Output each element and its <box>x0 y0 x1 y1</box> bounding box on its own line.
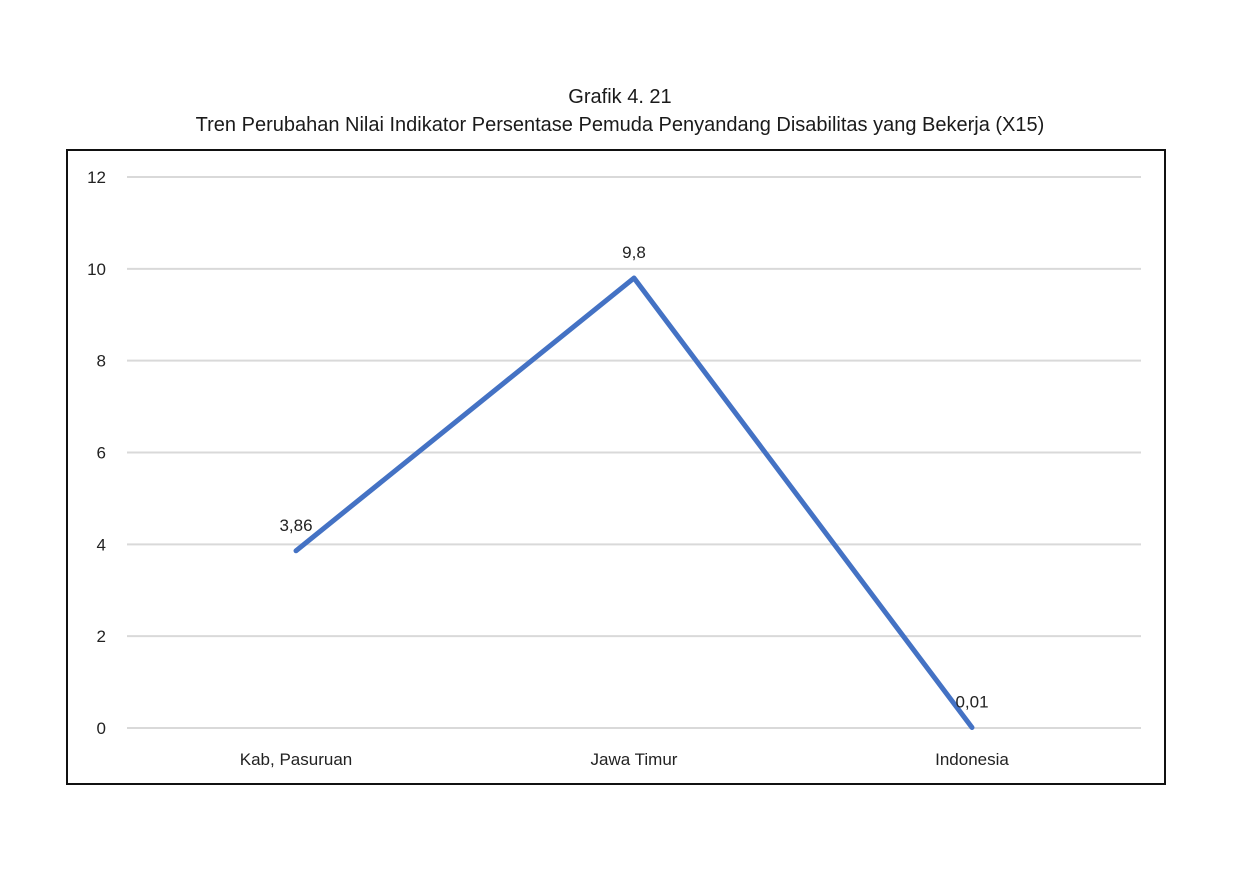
series-line <box>293 275 975 731</box>
x-category-label: Kab, Pasuruan <box>240 750 352 769</box>
chart-title: Grafik 4. 21 Tren Perubahan Nilai Indika… <box>0 84 1240 138</box>
x-category-label: Jawa Timur <box>591 750 678 769</box>
data-label: 9,8 <box>622 243 646 262</box>
chart-title-text: Tren Perubahan Nilai Indikator Persentas… <box>195 114 1045 136</box>
x-category-label: Indonesia <box>935 750 1009 769</box>
chart-frame <box>66 149 1166 785</box>
data-label: 3,86 <box>279 516 312 535</box>
y-tick-label: 4 <box>97 535 106 554</box>
y-tick-label: 6 <box>97 444 106 463</box>
y-tick-label: 8 <box>97 352 106 371</box>
data-label: 0,01 <box>955 693 988 712</box>
y-tick-label: 12 <box>87 168 106 187</box>
y-tick-label: 10 <box>87 260 106 279</box>
chart-title-number: Grafik 4. 21 <box>568 86 672 108</box>
y-tick-label: 0 <box>97 719 106 738</box>
y-tick-label: 2 <box>97 627 106 646</box>
